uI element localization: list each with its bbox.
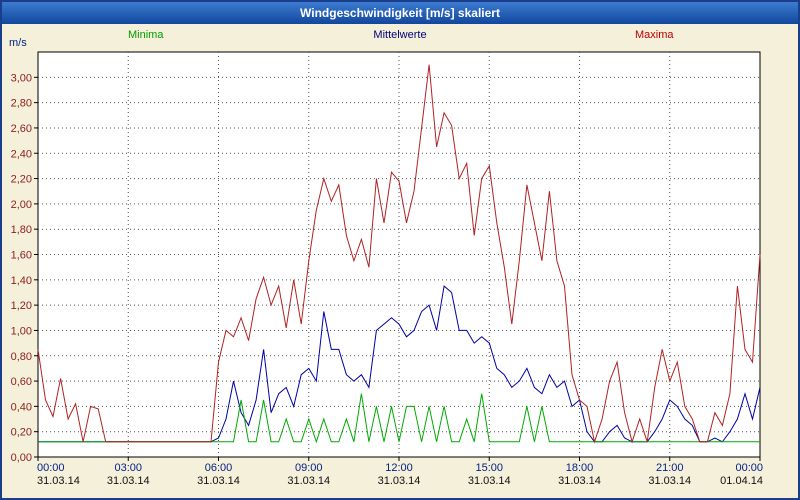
svg-text:31.03.14: 31.03.14 (287, 475, 330, 487)
svg-text:0,80: 0,80 (11, 351, 32, 363)
svg-text:2,60: 2,60 (11, 123, 32, 135)
svg-text:1,20: 1,20 (11, 300, 32, 312)
svg-text:1,00: 1,00 (11, 325, 32, 337)
svg-text:3,00: 3,00 (11, 72, 32, 84)
svg-text:31.03.14: 31.03.14 (37, 475, 80, 487)
svg-text:06:00: 06:00 (205, 462, 233, 474)
svg-text:1,60: 1,60 (11, 250, 32, 262)
svg-text:31.03.14: 31.03.14 (197, 475, 240, 487)
svg-text:31.03.14: 31.03.14 (558, 475, 601, 487)
svg-text:1,40: 1,40 (11, 275, 32, 287)
svg-text:09:00: 09:00 (295, 462, 323, 474)
svg-text:0,20: 0,20 (11, 427, 32, 439)
svg-text:31.03.14: 31.03.14 (378, 475, 421, 487)
svg-text:00:00: 00:00 (37, 462, 65, 474)
svg-text:2,20: 2,20 (11, 174, 32, 186)
y-axis-unit-label: m/s (9, 37, 27, 49)
svg-text:21:00: 21:00 (656, 462, 684, 474)
svg-text:0,40: 0,40 (11, 401, 32, 413)
legend-minima-label: Minima (128, 29, 164, 41)
svg-text:00:00: 00:00 (735, 462, 763, 474)
legend-maxima-label: Maxima (635, 29, 674, 41)
series-maxima (37, 64, 761, 444)
window-title-bar: Windgeschwindigkeit [m/s] skaliert (2, 2, 798, 24)
svg-text:31.03.14: 31.03.14 (648, 475, 691, 487)
svg-text:31.03.14: 31.03.14 (107, 475, 150, 487)
legend-mittelwerte-label: Mittelwerte (373, 29, 427, 41)
svg-text:18:00: 18:00 (566, 462, 594, 474)
svg-text:2,80: 2,80 (11, 98, 32, 110)
svg-text:15:00: 15:00 (475, 462, 503, 474)
svg-text:0,00: 0,00 (11, 452, 32, 464)
svg-text:12:00: 12:00 (385, 462, 413, 474)
svg-text:31.03.14: 31.03.14 (468, 475, 511, 487)
window-title: Windgeschwindigkeit [m/s] skaliert (300, 6, 500, 20)
svg-text:01.04.14: 01.04.14 (720, 475, 763, 487)
svg-text:03:00: 03:00 (114, 462, 142, 474)
svg-text:1,80: 1,80 (11, 224, 32, 236)
svg-text:0,60: 0,60 (11, 376, 32, 388)
svg-text:2,00: 2,00 (11, 199, 32, 211)
svg-text:2,40: 2,40 (11, 148, 32, 160)
